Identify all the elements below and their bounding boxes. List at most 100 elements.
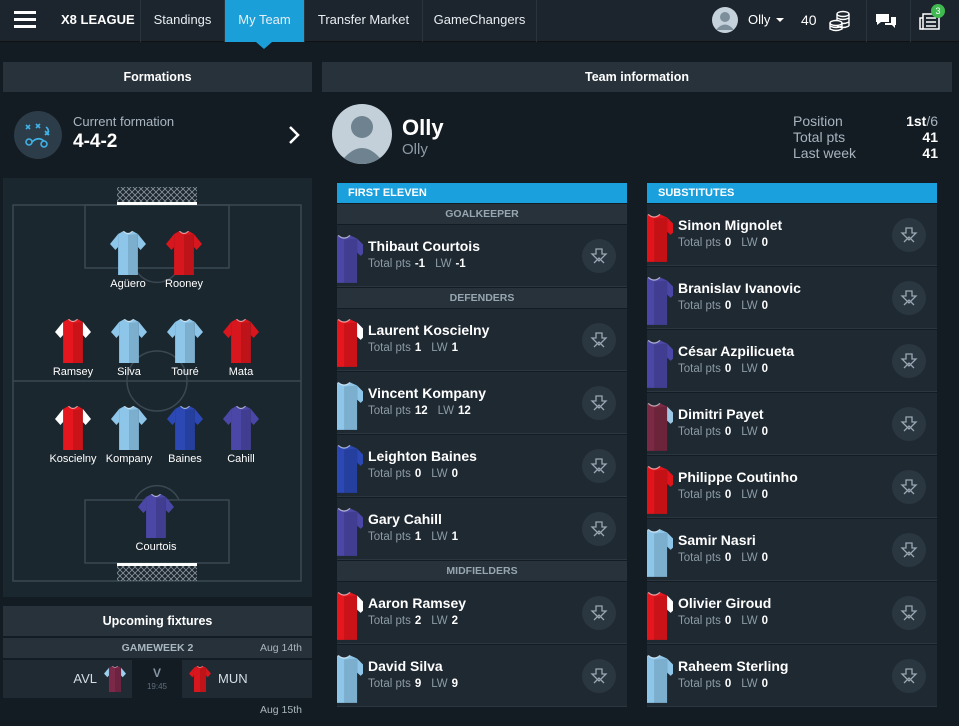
pitch-shirt[interactable] bbox=[111, 319, 147, 363]
shirt-sleeve bbox=[667, 469, 673, 487]
pitch-shirt[interactable] bbox=[55, 406, 91, 450]
pitch-shirt[interactable] bbox=[223, 406, 259, 450]
pitch-shirt[interactable] bbox=[166, 231, 202, 275]
shirt-body bbox=[63, 406, 83, 450]
player-row[interactable] bbox=[337, 309, 627, 371]
player-row[interactable] bbox=[337, 225, 627, 287]
player-stats: Total pts 0 LW 0 bbox=[678, 235, 768, 251]
lw-value: 9 bbox=[451, 678, 459, 690]
nav-tab[interactable]: Transfer Market bbox=[304, 0, 422, 42]
swap-button[interactable] bbox=[582, 239, 616, 273]
player-row[interactable] bbox=[647, 330, 937, 392]
swap-button[interactable] bbox=[892, 218, 926, 252]
player-row[interactable] bbox=[647, 645, 937, 707]
player-row[interactable] bbox=[337, 435, 627, 497]
brand: X8 LEAGUE bbox=[61, 12, 135, 27]
shirt bbox=[647, 213, 673, 262]
shirt-shade bbox=[344, 595, 358, 640]
swap-button[interactable] bbox=[582, 659, 616, 693]
shirt bbox=[337, 318, 363, 367]
user-avatar[interactable] bbox=[712, 7, 738, 33]
shirt-body bbox=[118, 231, 138, 275]
shirt-collar bbox=[236, 406, 246, 410]
row-shirt bbox=[337, 441, 363, 495]
nav-tab[interactable]: Standings bbox=[140, 0, 224, 42]
pitch-shirt[interactable] bbox=[138, 494, 174, 538]
shirt-body bbox=[108, 666, 122, 692]
change-formation[interactable] bbox=[284, 124, 304, 146]
pitch-shirt[interactable] bbox=[111, 406, 147, 450]
swap-button[interactable] bbox=[582, 386, 616, 420]
player-row[interactable] bbox=[647, 519, 937, 581]
goal-net bbox=[117, 187, 197, 204]
shirt bbox=[167, 406, 203, 450]
player-name: Vincent Kompany bbox=[368, 385, 486, 401]
team-header: Team information bbox=[322, 62, 952, 92]
swap-button[interactable] bbox=[892, 407, 926, 441]
pitch-shirt[interactable] bbox=[223, 319, 259, 363]
menu-bar bbox=[14, 11, 36, 14]
lw-value: 2 bbox=[451, 615, 459, 627]
shirt-collar bbox=[124, 319, 134, 323]
swap-button[interactable] bbox=[582, 323, 616, 357]
player-row[interactable] bbox=[337, 498, 627, 560]
swap-button[interactable] bbox=[582, 596, 616, 630]
player-row[interactable] bbox=[337, 582, 627, 644]
player-stats: Total pts 0 LW 0 bbox=[678, 550, 768, 566]
swap-button[interactable] bbox=[892, 281, 926, 315]
pitch-shirt[interactable] bbox=[55, 319, 91, 363]
pitch-shirt[interactable] bbox=[110, 231, 146, 275]
stat-value: 41 bbox=[838, 145, 938, 161]
shirt-shade bbox=[344, 658, 358, 703]
shirt-collar bbox=[68, 319, 78, 323]
nav-tab[interactable]: My Team bbox=[224, 0, 304, 42]
player-row[interactable] bbox=[647, 456, 937, 518]
player-row[interactable] bbox=[337, 372, 627, 434]
pitch-player-name: Cahill bbox=[227, 453, 255, 465]
swap-button[interactable] bbox=[892, 344, 926, 378]
player-row[interactable] bbox=[647, 582, 937, 644]
shirt-sleeve bbox=[357, 595, 363, 613]
player-row[interactable] bbox=[337, 645, 627, 707]
shirt-collar bbox=[180, 319, 190, 323]
pitch-player-name: Baines bbox=[168, 453, 202, 465]
swap-button[interactable] bbox=[892, 470, 926, 504]
player-name: David Silva bbox=[368, 658, 443, 674]
goal-line bbox=[117, 202, 197, 205]
team-name: Olly bbox=[402, 141, 428, 158]
pitch-shirt[interactable] bbox=[167, 319, 203, 363]
swap-button[interactable] bbox=[892, 659, 926, 693]
total-pts-label: Total pts bbox=[368, 678, 411, 690]
shirt bbox=[223, 319, 259, 363]
swap-button[interactable] bbox=[892, 533, 926, 567]
shirt-sleeve bbox=[667, 658, 673, 676]
chat-button[interactable] bbox=[875, 11, 897, 31]
swap-icon bbox=[590, 248, 608, 264]
player-row[interactable] bbox=[647, 267, 937, 329]
away-team: MUN bbox=[218, 671, 248, 686]
shirt-sleeve bbox=[111, 409, 147, 425]
shirt-body bbox=[647, 592, 668, 640]
menu-button[interactable] bbox=[12, 9, 38, 31]
swap-button[interactable] bbox=[582, 449, 616, 483]
pitch-shirt[interactable] bbox=[167, 406, 203, 450]
shirt-body bbox=[175, 319, 195, 363]
user-menu[interactable]: Olly bbox=[748, 11, 784, 29]
shirt-collar bbox=[337, 654, 351, 659]
player-row[interactable] bbox=[647, 393, 937, 455]
swap-button[interactable] bbox=[892, 596, 926, 630]
coin-count: 40 bbox=[801, 12, 817, 28]
formation-value: 4-4-2 bbox=[73, 131, 118, 152]
swap-button[interactable] bbox=[582, 512, 616, 546]
coins-icon bbox=[829, 10, 851, 32]
shirt bbox=[55, 319, 91, 363]
swap-icon bbox=[900, 668, 918, 684]
menu-bar bbox=[14, 18, 36, 21]
shirt bbox=[647, 591, 673, 640]
shirt-shade bbox=[654, 469, 668, 514]
player-stats: Total pts 0 LW 0 bbox=[678, 487, 768, 503]
player-row[interactable] bbox=[647, 204, 937, 266]
nav-tab[interactable]: GameChangers bbox=[422, 0, 536, 42]
shirt-sleeve bbox=[110, 234, 146, 250]
